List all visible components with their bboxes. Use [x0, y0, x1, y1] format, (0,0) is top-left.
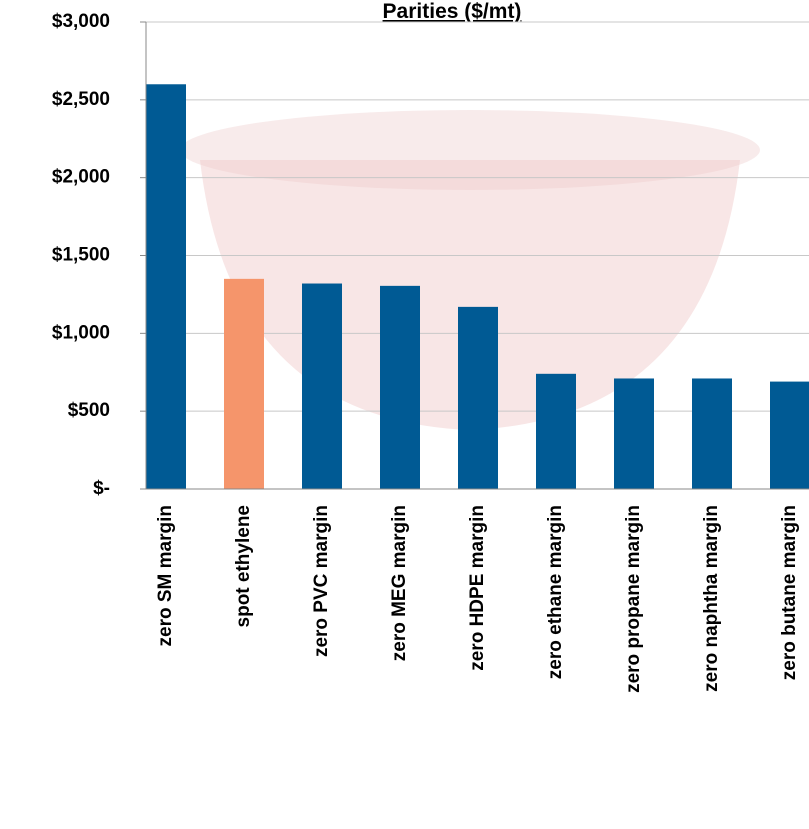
watermark	[180, 110, 760, 190]
bar	[146, 84, 186, 490]
y-tick-label: $500	[68, 400, 110, 421]
x-tick-label: zero PVC margin	[311, 505, 332, 657]
bar	[380, 285, 420, 489]
x-tick-label: zero butane margin	[779, 505, 800, 680]
x-tick-label: spot ethylene	[233, 505, 254, 627]
bar	[536, 373, 576, 489]
y-tick-label: $1,000	[52, 322, 110, 343]
bar	[692, 378, 732, 489]
bar	[770, 381, 809, 489]
x-tick-label: zero MEG margin	[389, 505, 410, 661]
y-tick-label: $1,500	[52, 245, 110, 266]
bar	[614, 378, 654, 489]
y-tick-label: $2,500	[52, 89, 110, 110]
y-tick-label: $2,000	[52, 167, 110, 188]
y-tick-label: $3,000	[52, 11, 110, 32]
x-tick-label: zero SM margin	[155, 505, 176, 646]
bar	[224, 278, 264, 489]
bar	[302, 283, 342, 489]
x-tick-label: zero HDPE margin	[467, 505, 488, 671]
x-tick-label: zero naphtha margin	[701, 505, 722, 692]
bar	[458, 306, 498, 489]
x-tick-label: zero ethane margin	[545, 505, 566, 679]
y-tick-label: $-	[93, 478, 110, 499]
chart-title: Parities ($/mt)	[383, 0, 522, 23]
x-tick-label: zero propane margin	[623, 505, 644, 693]
